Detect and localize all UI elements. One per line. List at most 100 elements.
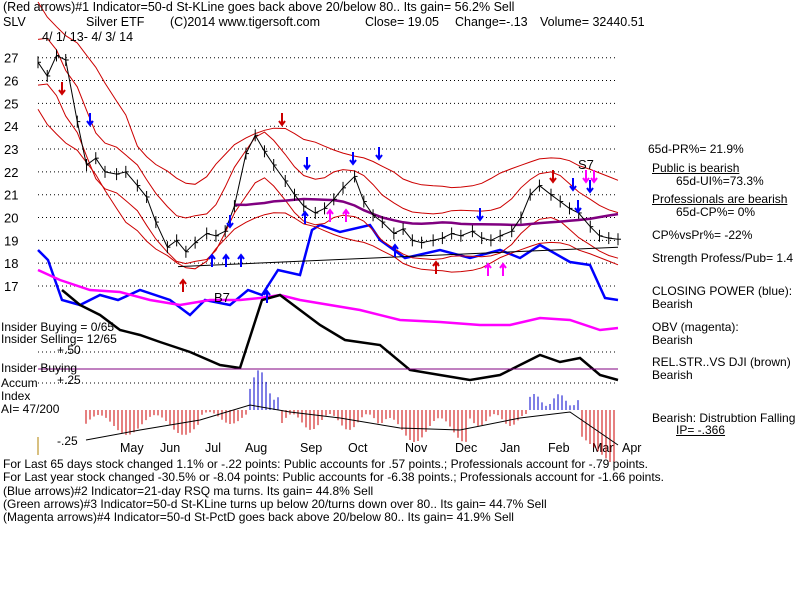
ui65-value: 65d-UI%=73.3%	[676, 174, 764, 188]
accum-label: Accum	[1, 376, 38, 390]
volume-value: Volume= 32440.51	[540, 15, 645, 29]
relstr-status: Bearish	[652, 368, 693, 382]
blue-buy-arrow	[208, 253, 216, 267]
accum-plus25: +.25	[57, 373, 81, 387]
s7-signal-label: S7	[578, 157, 594, 172]
blue-sell-arrow	[303, 157, 311, 171]
closing-power-line	[37, 223, 619, 317]
index-label: Index	[1, 389, 31, 403]
footer-line-4: (Green arrows)#3 Indicator=50-d St-KLine…	[3, 497, 547, 511]
y-tick-label: 18	[4, 256, 18, 271]
public-bearish: Public is bearish	[652, 161, 740, 175]
y-tick-label: 27	[4, 51, 18, 66]
magenta-arrow	[499, 262, 507, 276]
magenta-arrow	[484, 262, 492, 276]
closing-power-status: Bearish	[652, 297, 693, 311]
y-tick-label: 19	[4, 233, 18, 248]
magenta-sell-arrow	[590, 170, 598, 184]
red-buy-arrow	[432, 260, 440, 274]
footer-line-2: For Last year stock changed -30.5% or -8…	[3, 470, 665, 484]
blue-sell-arrow	[569, 178, 577, 192]
lower-band	[37, 109, 619, 273]
date-range: 4/ 1/ 13- 4/ 3/ 14	[42, 30, 134, 44]
pr65-value: 65d-PR%= 21.9%	[648, 142, 744, 156]
blue-sell-arrow	[476, 208, 484, 222]
blue-buy-arrow	[301, 210, 309, 224]
blue-buy-arrow	[222, 253, 230, 267]
month-label: Feb	[548, 441, 570, 455]
magenta-arrow	[342, 208, 350, 222]
y-tick-label: 17	[4, 279, 18, 294]
closing-power-label: CLOSING POWER (blue):	[652, 284, 793, 298]
accum-plus50: +.50	[57, 343, 81, 357]
header-line-1: (Red arrows)#1 Indicator=50-d St-KLine g…	[3, 0, 515, 14]
footer-line-1: For Last 65 days stock changed 1.1% or -…	[3, 457, 649, 471]
month-label: May	[120, 441, 144, 455]
y-tick-label: 20	[4, 211, 18, 226]
support-line	[177, 246, 619, 268]
blue-sell-arrow	[226, 215, 234, 229]
blue-sell-arrow	[349, 152, 357, 166]
y-tick-label: 22	[4, 165, 18, 180]
red-buy-arrow	[179, 278, 187, 292]
insider-buying-count: Insider Buying = 0/65	[1, 320, 115, 334]
month-label: Nov	[405, 441, 428, 455]
blue-sell-arrow	[574, 200, 582, 214]
lower-band-inner	[37, 83, 619, 265]
month-label: Aug	[245, 441, 267, 455]
b7-signal-label: B7	[214, 290, 230, 305]
upper-band-inner	[37, 37, 619, 219]
upper-band	[37, 1, 619, 189]
blue-buy-arrow	[237, 253, 245, 267]
y-tick-label: 26	[4, 74, 18, 89]
obv-status: Bearish	[652, 333, 693, 347]
blue-sell-arrow	[375, 147, 383, 161]
month-label: Jan	[500, 441, 520, 455]
change-value: Change=-.13	[455, 15, 528, 29]
symbol: SLV	[3, 15, 26, 29]
footer-line-5: (Magenta arrows)#4 Indicator=50-d St-Pct…	[3, 510, 514, 524]
month-label: Apr	[622, 441, 641, 455]
blue-buy-arrow	[391, 243, 399, 257]
month-label: Jul	[205, 441, 221, 455]
accum-ma-line	[85, 404, 619, 446]
red-sell-arrow	[549, 170, 557, 184]
y-tick-label: 24	[4, 119, 18, 134]
y-tick-label: 25	[4, 96, 18, 111]
magenta-sell-arrow	[582, 170, 590, 184]
month-label: Mar	[592, 441, 614, 455]
accum-minus25: -.25	[57, 434, 78, 448]
cp65-value: 65d-CP%= 0%	[676, 205, 756, 219]
month-label: Dec	[455, 441, 477, 455]
security-name: Silver ETF	[86, 15, 145, 29]
insider-buying-label: Insider Buying	[1, 361, 78, 375]
professionals-bearish: Professionals are bearish	[652, 192, 788, 206]
month-label: Oct	[348, 441, 368, 455]
copyright: (C)2014 www.tigersoft.com	[170, 15, 321, 29]
relstr-label: REL.STR..VS DJI (brown)	[652, 355, 791, 369]
y-tick-label: 23	[4, 142, 18, 157]
cp-vs-pr: CP%vsPr%= -22%	[652, 228, 753, 242]
y-tick-label: 21	[4, 188, 18, 203]
strength-ratio: Strength Profess/Pub= 1.4	[652, 251, 794, 265]
month-label: Sep	[300, 441, 322, 455]
bearish-distribution: Bearish: Distrubtion Falling	[652, 411, 796, 425]
price-line	[37, 54, 619, 253]
footer-line-3: (Blue arrows)#2 Indicator=21-day RSQ ma …	[3, 484, 374, 498]
blue-sell-arrow	[86, 113, 94, 127]
blue-sell-arrow	[586, 180, 594, 194]
insider-selling-count: Insider Selling= 12/65	[1, 332, 117, 346]
ai-value: AI= 47/200	[1, 402, 60, 416]
relative-strength-line	[61, 289, 619, 382]
magenta-arrow	[326, 208, 334, 222]
red-sell-arrow	[58, 82, 66, 96]
close-value: Close= 19.05	[365, 15, 440, 29]
obv-line	[37, 268, 619, 332]
month-label: Jun	[160, 441, 180, 455]
ma50-line	[234, 197, 619, 227]
blue-buy-arrow	[263, 289, 271, 303]
red-sell-arrow	[278, 113, 286, 127]
obv-label: OBV (magenta):	[652, 320, 739, 334]
